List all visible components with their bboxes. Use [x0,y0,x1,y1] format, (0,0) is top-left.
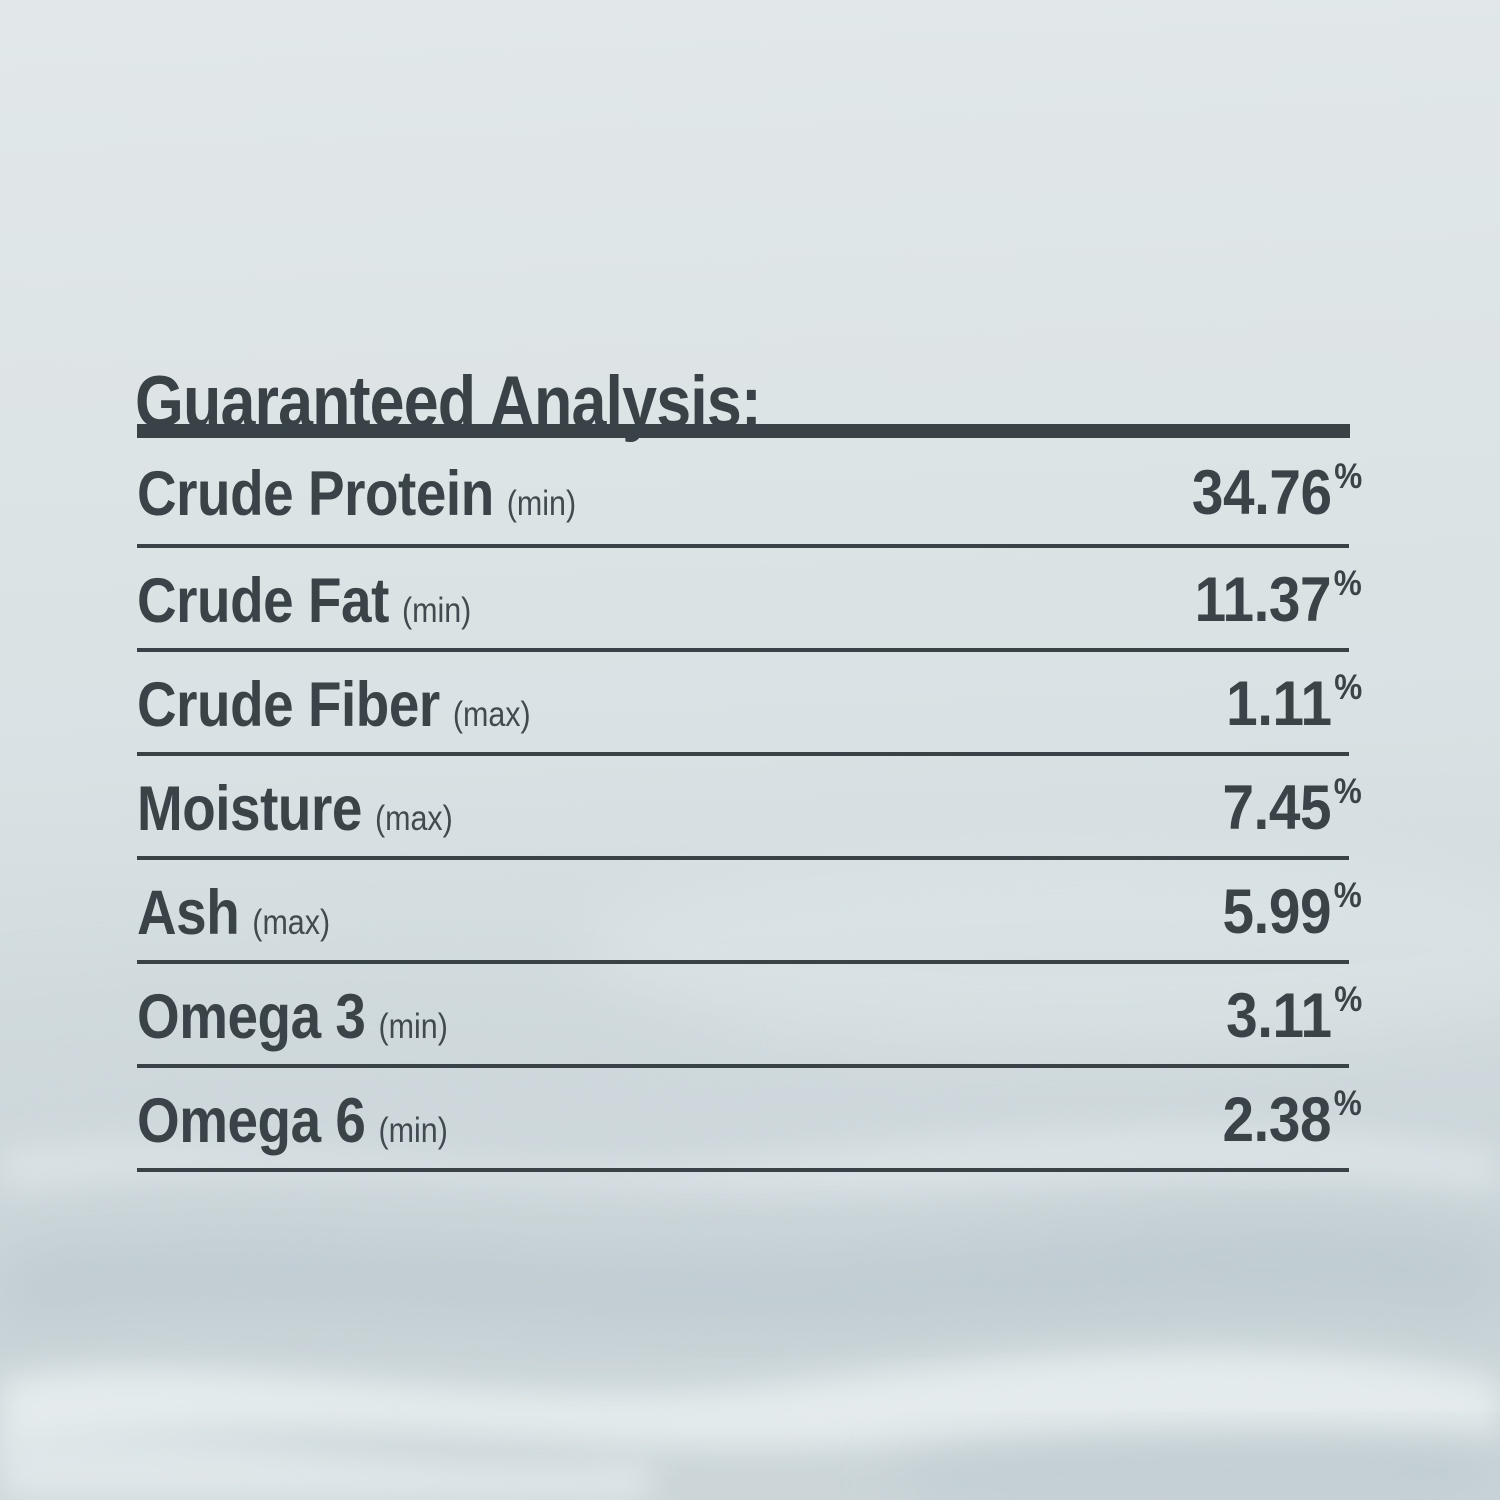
nutrient-value: 34.76 [1191,458,1332,529]
nutrient-qualifier: (max) [452,695,531,734]
nutrient-label: Crude Fat [137,566,389,636]
nutrient-label-group: Crude Fiber (max) [137,669,531,741]
nutrient-value-group: 3.11 % [1225,981,1362,1052]
nutrient-label-group: Moisture (max) [137,773,453,845]
analysis-table: Crude Protein (min) 34.76 % Crude Fat (m… [137,438,1362,1172]
table-row: Moisture (max) 7.45 % [137,756,1362,860]
nutrient-label: Crude Protein [137,459,494,529]
nutrient-qualifier: (min) [378,1111,448,1150]
nutrient-label-group: Crude Fat (min) [137,565,471,637]
percent-sign: % [1333,1084,1362,1124]
nutrient-label: Omega 3 [137,982,366,1052]
nutrient-value: 11.37 [1194,565,1332,636]
nutrient-label-group: Omega 3 (min) [137,981,448,1053]
nutrient-label: Ash [137,878,240,948]
nutrient-label-group: Omega 6 (min) [137,1085,448,1157]
table-row: Ash (max) 5.99 % [137,860,1362,964]
nutrient-value-group: 5.99 % [1222,877,1362,948]
nutrient-value: 7.45 [1222,773,1332,844]
nutrient-label-group: Ash (max) [137,877,330,949]
percent-sign: % [1333,668,1362,708]
nutrient-qualifier: (min) [506,484,577,523]
nutrient-label: Omega 6 [137,1086,366,1156]
percent-sign: % [1333,772,1362,812]
nutrient-value-group: 7.45 % [1222,773,1362,844]
percent-sign: % [1333,876,1362,916]
nutrient-qualifier: (max) [374,799,453,838]
nutrient-value-group: 1.11 % [1225,669,1362,740]
nutrient-value-group: 34.76 % [1191,458,1362,529]
title-rule [137,424,1350,438]
nutrient-value-group: 11.37 % [1194,565,1362,636]
nutrient-label: Crude Fiber [137,670,440,740]
nutrient-qualifier: (min) [401,591,472,630]
table-row: Crude Fat (min) 11.37 % [137,548,1362,652]
table-row: Omega 3 (min) 3.11 % [137,964,1362,1068]
nutrient-label-group: Crude Protein (min) [137,458,576,530]
nutrient-value: 1.11 [1225,669,1332,740]
percent-sign: % [1333,564,1362,604]
nutrient-qualifier: (min) [378,1007,448,1046]
nutrient-value: 5.99 [1222,877,1332,948]
table-row: Crude Fiber (max) 1.11 % [137,652,1362,756]
nutrient-value: 2.38 [1222,1085,1332,1156]
percent-sign: % [1333,457,1362,497]
percent-sign: % [1333,980,1362,1020]
table-row: Crude Protein (min) 34.76 % [137,438,1362,548]
nutrient-value-group: 2.38 % [1222,1085,1362,1156]
table-row: Omega 6 (min) 2.38 % [137,1068,1362,1172]
nutrient-label: Moisture [137,774,362,844]
nutrient-qualifier: (max) [252,903,331,942]
nutrient-value: 3.11 [1225,981,1332,1052]
